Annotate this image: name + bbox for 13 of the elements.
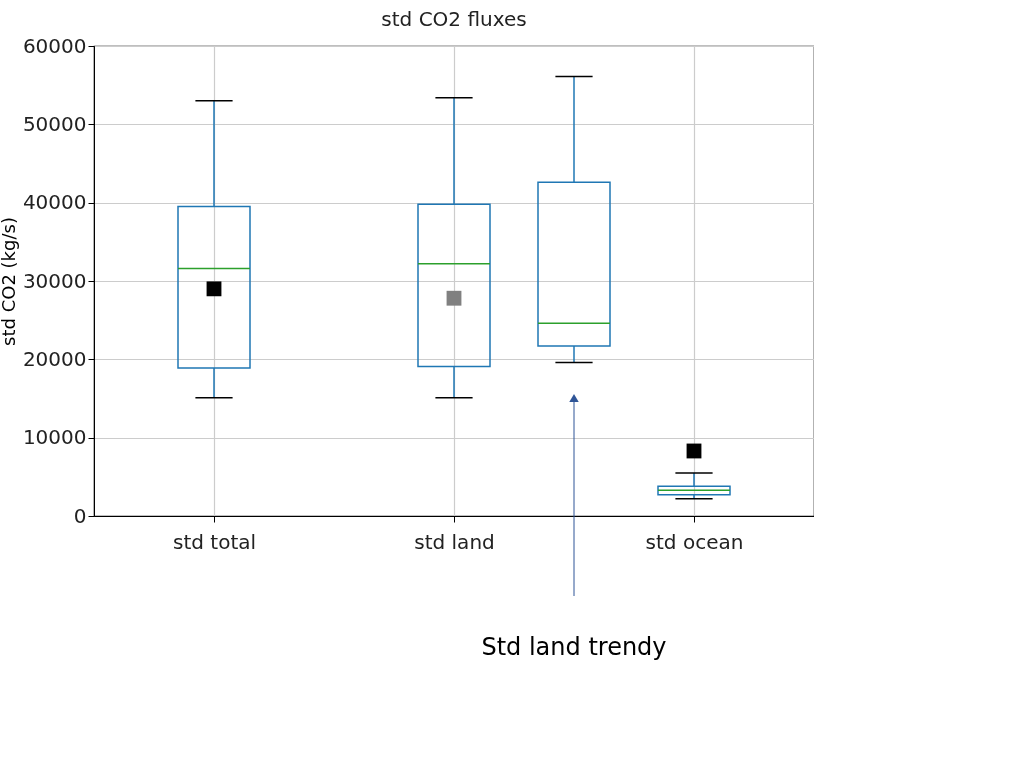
x-tick-label: std total — [172, 529, 257, 554]
text: Std land trendy — [481, 633, 667, 661]
y-tick-label: 0 — [73, 503, 87, 528]
chart-title: std CO2 fluxes — [381, 7, 527, 31]
y-tick-label: 30000 — [22, 268, 87, 293]
y-tick-label: 40000 — [22, 190, 87, 215]
y-axis-title: std CO2 (kg/s) — [0, 217, 19, 346]
y-tick-label: 20000 — [22, 346, 87, 371]
y-tick-label: 10000 — [22, 425, 87, 450]
y-tick-label: 50000 — [22, 111, 87, 136]
x-tick-label: std ocean — [645, 529, 744, 554]
x-tick-label: std land — [414, 529, 495, 554]
y-tick-label: 60000 — [22, 33, 87, 58]
